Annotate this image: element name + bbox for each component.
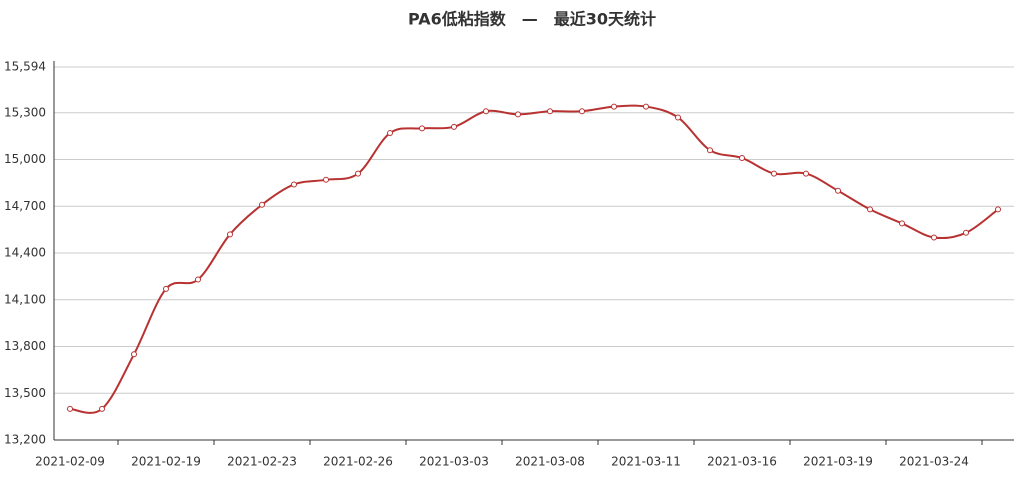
x-tick-label: 2021-03-24 <box>899 455 969 469</box>
chart-title: PA6低粘指数 — 最近30天统计 <box>408 10 656 29</box>
point <box>899 220 905 227</box>
line <box>69 104 999 414</box>
point <box>803 170 809 177</box>
point <box>515 111 521 118</box>
point <box>291 181 297 188</box>
x-tick-label: 2021-03-08 <box>515 455 585 469</box>
x-tick-label: 2021-02-19 <box>131 455 201 469</box>
y-tick-label: 15,300 <box>4 105 46 119</box>
point <box>483 108 489 115</box>
y-tick-label: 15,000 <box>4 152 46 166</box>
point <box>387 130 393 137</box>
y-tick-label: 15,594 <box>4 60 46 74</box>
point <box>835 187 841 194</box>
point <box>675 114 681 121</box>
x-tick-label: 2021-02-26 <box>323 455 393 469</box>
point <box>451 123 457 130</box>
point <box>227 231 233 238</box>
x-tick-label: 2021-02-09 <box>35 455 105 469</box>
point <box>163 285 169 292</box>
point <box>963 229 969 236</box>
x-tick-label: 2021-03-03 <box>419 455 489 469</box>
y-tick-label: 14,700 <box>4 199 46 213</box>
point <box>323 176 329 183</box>
point <box>867 206 873 213</box>
point <box>195 276 201 283</box>
point <box>547 108 553 115</box>
point <box>355 170 361 177</box>
y-tick-label: 13,500 <box>4 386 46 400</box>
y-tick-label: 14,100 <box>4 292 46 306</box>
point <box>67 405 73 412</box>
point <box>771 170 777 177</box>
point <box>611 103 617 110</box>
point <box>259 201 265 208</box>
y-tick-label: 14,400 <box>4 246 46 260</box>
point <box>739 154 745 161</box>
point <box>579 108 585 115</box>
point <box>419 125 425 132</box>
x-tick-label: 2021-03-19 <box>803 455 873 469</box>
point <box>99 405 105 412</box>
y-tick-label: 13,800 <box>4 339 46 353</box>
x-tick-label: 2021-03-16 <box>707 455 777 469</box>
point <box>995 206 1001 213</box>
point <box>131 351 137 358</box>
point <box>643 103 649 110</box>
point <box>931 234 937 241</box>
point <box>707 147 713 154</box>
x-tick-label: 2021-03-11 <box>611 455 681 469</box>
y-tick-label: 13,200 <box>4 433 46 447</box>
x-tick-label: 2021-02-23 <box>227 455 297 469</box>
